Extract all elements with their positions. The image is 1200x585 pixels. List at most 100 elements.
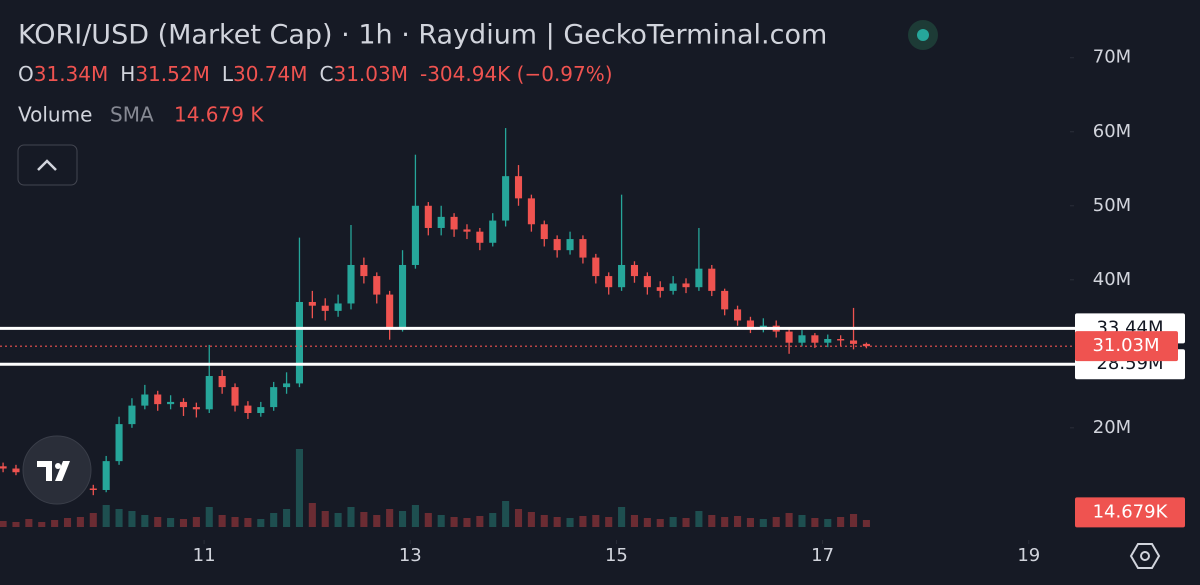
volume-bar <box>205 507 213 527</box>
legend-key: L <box>222 62 234 86</box>
volume-bar <box>656 519 664 527</box>
volume-bar <box>321 511 329 527</box>
last-price-box <box>1075 331 1178 362</box>
settings-button[interactable] <box>1129 543 1161 569</box>
volume-bar <box>89 513 97 527</box>
candle-body <box>785 331 793 343</box>
volume-bar <box>167 518 175 527</box>
candle-body <box>295 301 303 384</box>
candle-body <box>411 205 419 265</box>
tv-logo-mark <box>37 461 70 481</box>
volume-bar <box>785 513 793 527</box>
candle-body <box>347 264 355 304</box>
volume-bar <box>605 517 613 527</box>
candle-body <box>373 276 381 295</box>
volume-bar <box>746 518 754 527</box>
candle-body <box>192 407 200 410</box>
candle-body <box>630 264 639 277</box>
volume-bar <box>708 515 716 527</box>
volume-bar <box>759 519 767 527</box>
candle-body <box>386 294 394 328</box>
x-tick-label: 17 <box>811 545 834 566</box>
ohlc-legend: O31.34M H31.52M L30.74M C31.03M -304.94K (−0… <box>18 62 613 86</box>
volume-bar <box>721 517 729 527</box>
candle-body <box>540 224 548 240</box>
volume-bar <box>295 449 303 527</box>
candle-body <box>553 239 561 251</box>
x-tick-label: 15 <box>605 545 628 566</box>
volume-bar <box>837 517 845 527</box>
volume-bar <box>386 509 394 527</box>
legend-value: 31.34M <box>34 62 109 86</box>
candle-body <box>824 338 832 343</box>
legend-value: 31.52M <box>135 62 210 86</box>
candle-body <box>734 309 742 321</box>
volume-bar <box>566 518 574 527</box>
legend-key: C <box>320 62 334 86</box>
volume-bar <box>154 517 162 527</box>
settings-icon <box>1140 551 1150 561</box>
y-tick-label: 70M <box>1093 47 1131 68</box>
candle-body <box>682 283 690 288</box>
volume-bar <box>257 519 265 527</box>
volume-bar <box>514 509 523 527</box>
candle-body <box>102 461 110 490</box>
last-price-label: 31.03M <box>1092 335 1159 356</box>
volume-bar <box>38 522 46 527</box>
volume-bar <box>437 515 445 527</box>
volume-bar <box>411 505 419 527</box>
volume-bar <box>347 507 355 527</box>
volume-bar <box>502 501 510 527</box>
volume-bar <box>463 518 471 527</box>
volume-bar <box>527 512 535 527</box>
candle-body <box>527 198 535 225</box>
volume-bar <box>798 515 806 527</box>
candle-body <box>231 387 239 406</box>
candle-body <box>283 383 291 388</box>
collapse-icon <box>37 159 57 171</box>
volume-badge-label: 14.679K <box>1093 501 1169 522</box>
volume-bar <box>308 503 316 527</box>
volume-bar <box>811 518 819 527</box>
candle-body <box>579 239 587 258</box>
legend-key: H <box>120 62 135 86</box>
candle-body <box>849 340 858 344</box>
volume-bar <box>270 513 278 527</box>
candle-body <box>746 320 754 328</box>
y-tick-label: 40M <box>1093 269 1131 290</box>
legend-key: O <box>18 62 34 86</box>
candle-body <box>270 387 278 408</box>
candle-body <box>605 276 613 288</box>
volume-bar <box>398 511 407 527</box>
candle-body <box>721 290 729 310</box>
volume-badge-box <box>1075 497 1185 528</box>
collapse-button[interactable] <box>17 144 78 186</box>
volume-bar <box>51 520 59 527</box>
volume-bar <box>450 517 458 527</box>
x-tick-label: 11 <box>193 545 216 566</box>
candle-body <box>669 283 677 291</box>
candle-body <box>592 257 600 277</box>
volume-bar <box>540 515 548 527</box>
tv-logo[interactable] <box>22 435 92 505</box>
candle-body <box>643 276 651 288</box>
y-tick-label: 60M <box>1093 121 1131 142</box>
candle-body <box>334 303 342 311</box>
volume-title: Volume <box>18 103 92 127</box>
candle-body <box>244 405 252 414</box>
candle-body <box>205 376 213 410</box>
volume-bar <box>630 515 639 527</box>
candle-body <box>128 405 136 425</box>
x-tick-label: 13 <box>399 545 422 566</box>
volume-bar <box>141 515 149 527</box>
x-tick-label: 19 <box>1017 545 1040 566</box>
candle-body <box>115 424 123 462</box>
candle-body <box>759 325 767 328</box>
volume-bar <box>824 519 832 527</box>
candle-body <box>798 335 806 343</box>
candle-body <box>308 301 316 306</box>
volume-bar <box>695 511 703 527</box>
volume-bar <box>373 515 381 527</box>
candle-body <box>218 376 226 388</box>
